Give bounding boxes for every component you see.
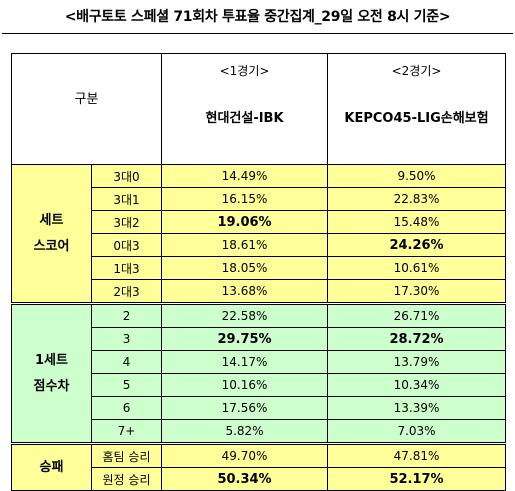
title-underline	[2, 33, 513, 34]
row-label: 3대0	[90, 164, 163, 188]
table-row: 1대3 18.05% 10.61%	[12, 256, 507, 280]
row-label: 3대2	[90, 210, 163, 234]
match2-value: 24.26%	[327, 233, 507, 257]
header-gubun: 구분	[10, 53, 163, 165]
row-label: 1대3	[90, 256, 163, 280]
table-row: 3 29.75% 28.72%	[12, 327, 507, 351]
group-name-line2: 점수차	[33, 378, 70, 394]
table-row: 승패 홈팀 승리 49.70% 47.81%	[11, 442, 507, 491]
match2-value: 13.79%	[327, 350, 507, 374]
match2-value: 15.48%	[327, 210, 507, 234]
match2-value: 13.39%	[327, 396, 507, 420]
vote-rate-table: 구분 <1경기> 현대건설-IBK <2경기> KEPCO45-LIG손해보험 …	[10, 53, 507, 491]
match1-value: 49.70%	[161, 442, 329, 468]
table-row: 6 17.56% 13.39%	[12, 396, 507, 420]
header-match2: <2경기> KEPCO45-LIG손해보험	[327, 53, 507, 165]
header-row: 구분 <1경기> 현대건설-IBK <2경기> KEPCO45-LIG손해보험	[10, 53, 507, 165]
table-row: 2대3 13.68% 17.30%	[12, 279, 507, 304]
row-label: 3대1	[90, 187, 163, 211]
table-body: 구분 <1경기> 현대건설-IBK <2경기> KEPCO45-LIG손해보험 …	[10, 53, 507, 491]
row-label: 4	[90, 350, 163, 374]
match1-value: 19.06%	[161, 210, 329, 234]
group-name-line1: 승패	[39, 459, 64, 475]
match2-value: 7.03%	[327, 419, 507, 444]
match2-value: 28.72%	[327, 327, 507, 351]
match2-value: 10.34%	[327, 373, 507, 397]
group-name-line1: 1세트	[35, 352, 68, 368]
row-label: 2대3	[90, 279, 163, 304]
match2-value: 22.83%	[327, 187, 507, 211]
table-row: 세트 스코어 3대0 14.49% 9.50%	[11, 164, 507, 304]
match2-value: 10.61%	[327, 256, 507, 280]
match2-value: 52.17%	[327, 467, 507, 491]
row-label: 0대3	[90, 233, 163, 257]
match1-value: 29.75%	[161, 327, 329, 351]
table-row: 0대3 18.61% 24.26%	[12, 233, 507, 257]
match2-name: KEPCO45-LIG손해보험	[344, 111, 489, 126]
page-title: <배구토토 스페셜 71회차 투표율 중간집계_29일 오전 8시 기준>	[64, 9, 451, 25]
group-name-line1: 세트	[39, 212, 64, 228]
match2-label: <2경기>	[391, 64, 442, 78]
match1-value: 18.05%	[161, 256, 329, 280]
table-row: 4 14.17% 13.79%	[12, 350, 507, 374]
group-name-line2: 스코어	[33, 238, 70, 254]
group-name-cell: 승패	[11, 442, 92, 491]
match1-value: 17.56%	[161, 396, 329, 420]
match1-value: 16.15%	[161, 187, 329, 211]
header-match1: <1경기> 현대건설-IBK	[161, 53, 329, 165]
match1-value: 50.34%	[161, 467, 329, 491]
table-row: 원정 승리 50.34% 52.17%	[12, 467, 507, 491]
row-label: 3	[90, 327, 163, 351]
match1-value: 14.49%	[161, 164, 329, 188]
match1-value: 14.17%	[161, 350, 329, 374]
match1-value: 22.58%	[161, 302, 329, 328]
row-label: 5	[90, 373, 163, 397]
match2-value: 26.71%	[327, 302, 507, 328]
row-label: 홈팀 승리	[90, 442, 163, 468]
match2-value: 17.30%	[327, 279, 507, 304]
match1-value: 18.61%	[161, 233, 329, 257]
row-label: 7+	[90, 419, 163, 444]
table-row: 5 10.16% 10.34%	[12, 373, 507, 397]
match1-value: 13.68%	[161, 279, 329, 304]
match1-label: <1경기>	[219, 64, 270, 78]
match1-name: 현대건설-IBK	[205, 111, 284, 126]
row-label: 2	[90, 302, 163, 328]
table-row: 7+ 5.82% 7.03%	[12, 419, 507, 444]
match2-value: 47.81%	[327, 442, 507, 468]
row-label: 6	[90, 396, 163, 420]
row-label: 원정 승리	[90, 467, 163, 491]
match2-value: 9.50%	[327, 164, 507, 188]
match1-value: 10.16%	[161, 373, 329, 397]
table-row: 1세트 점수차 2 22.58% 26.71%	[11, 302, 507, 444]
match1-value: 5.82%	[161, 419, 329, 444]
